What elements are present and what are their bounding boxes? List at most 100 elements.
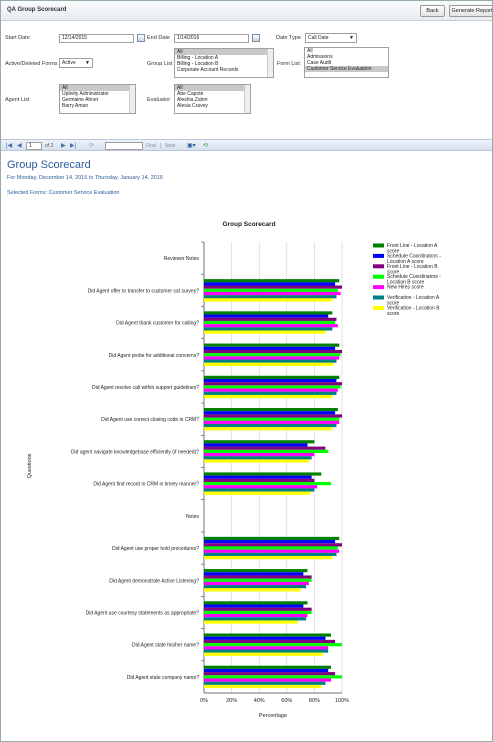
list-item[interactable]: Alesia Cravey	[177, 103, 208, 109]
bar	[204, 543, 342, 547]
list-item[interactable]: Corporate Account Records	[177, 67, 239, 73]
date-type-select[interactable]: Call Date ▼	[305, 33, 357, 43]
bar	[204, 485, 318, 489]
bar	[204, 349, 342, 354]
start-date-field[interactable]: 12/14/2015	[59, 34, 134, 43]
bar	[204, 452, 315, 457]
category-label: Notes	[186, 514, 200, 520]
bar	[204, 362, 334, 366]
category-label: Did Agent probe for additional concerns?	[109, 353, 200, 359]
bar	[204, 456, 312, 460]
list-item[interactable]: Aleshia Zahm	[177, 97, 208, 103]
bar	[204, 604, 304, 608]
find-input[interactable]	[105, 142, 143, 150]
bar	[204, 330, 326, 334]
find-link[interactable]: Find	[146, 143, 156, 149]
list-item[interactable]: Admissions	[307, 54, 333, 60]
next-link[interactable]: Next	[165, 143, 176, 149]
scrollbar[interactable]	[129, 85, 135, 113]
bar	[204, 375, 340, 379]
agent-list[interactable]: All Uptivity Administrator Germaine Ahne…	[59, 84, 136, 114]
group-list[interactable]: All Billing - Location A Billing - Locat…	[174, 48, 274, 78]
last-page-icon[interactable]: ▶|	[70, 143, 77, 149]
bar	[204, 572, 304, 576]
list-item[interactable]: Uptivity Administrator	[62, 91, 109, 97]
scrollbar[interactable]	[267, 49, 273, 77]
first-page-icon[interactable]: |◀	[6, 143, 13, 149]
bar	[204, 588, 301, 592]
list-item[interactable]: Customer Service Evaluation	[305, 66, 388, 72]
forms-value: Active	[62, 60, 76, 66]
date-type-label: Date Type	[276, 35, 301, 41]
page-number-input[interactable]: 1	[26, 142, 42, 150]
x-tick-label: 0%	[200, 698, 208, 704]
report-title: Group Scorecard	[7, 159, 91, 171]
bar	[204, 391, 337, 395]
list-item[interactable]: Abe Capote	[177, 91, 204, 97]
end-date-field[interactable]: 1/14/2016	[174, 34, 249, 43]
refresh-icon[interactable]: ⟳	[89, 143, 95, 149]
bar	[204, 446, 326, 450]
evaluator-label: Evaluator	[147, 97, 171, 103]
back-button[interactable]: Back	[420, 5, 445, 17]
page-count: of 2	[45, 143, 54, 149]
end-date-label: End Date	[147, 35, 170, 41]
bar	[204, 459, 309, 463]
bar	[204, 620, 298, 624]
forms-select[interactable]: Active ▼	[59, 58, 93, 68]
bar	[204, 324, 338, 328]
list-item[interactable]: Case Audit	[307, 60, 332, 66]
list-item[interactable]: Barry Aman	[62, 103, 89, 109]
bar	[204, 288, 338, 292]
bar	[204, 614, 308, 618]
legend-swatch	[373, 264, 384, 269]
list-item[interactable]: Billing - Location B	[177, 61, 219, 67]
legend-swatch	[373, 305, 384, 310]
scrollbar[interactable]	[244, 85, 250, 113]
title-bar: QA Group Scorecard Back Generate Report	[1, 1, 492, 21]
list-item[interactable]: Germaine Ahner	[62, 97, 99, 103]
list-item[interactable]: All	[307, 48, 313, 54]
bar	[204, 295, 337, 299]
form-list[interactable]: All Admissions Case Audit Customer Servi…	[304, 47, 389, 78]
start-date-calendar-icon[interactable]	[137, 34, 145, 42]
bar	[204, 491, 311, 495]
bar	[204, 488, 315, 492]
legend-label: Schedule Coordinators -Location A score	[387, 253, 441, 265]
category-label: Did Agent state company name?	[127, 675, 199, 681]
bar	[204, 472, 322, 476]
bar	[204, 291, 341, 296]
evaluator-list[interactable]: All Abe Capote Aleshia Zahm Alesia Crave…	[174, 84, 251, 114]
previous-page-icon[interactable]: ◀	[17, 143, 22, 149]
category-label: Did Agent thank customer for calling?	[116, 321, 199, 327]
bar	[204, 610, 312, 615]
export-icon[interactable]: ▣▾	[187, 143, 196, 149]
generate-report-button[interactable]: Generate Report	[449, 5, 492, 17]
bar	[204, 346, 336, 350]
category-label: Did Agent offer to transfer to customer …	[88, 288, 200, 294]
end-date-calendar-icon[interactable]	[252, 34, 260, 42]
bar	[204, 475, 312, 479]
bar	[204, 678, 331, 682]
list-item[interactable]: Billing - Location A	[177, 55, 219, 61]
x-tick-label: 80%	[309, 698, 320, 704]
bar	[204, 385, 341, 389]
form-list-label: Form List	[277, 61, 300, 67]
list-item[interactable]: All	[175, 49, 273, 55]
list-item[interactable]: All	[60, 85, 135, 91]
refresh-report-icon[interactable]: ⟲	[203, 143, 209, 149]
bar	[204, 427, 333, 431]
next-page-icon[interactable]: ▶	[61, 143, 66, 149]
bar	[204, 423, 337, 428]
date-type-value: Call Date	[308, 35, 329, 41]
bar	[204, 552, 337, 557]
bar	[204, 556, 333, 560]
group-list-label: Group List	[147, 61, 173, 67]
bar	[204, 411, 336, 415]
bar	[204, 581, 309, 586]
bar	[204, 282, 336, 286]
list-item[interactable]: All	[175, 85, 250, 91]
bar	[204, 649, 329, 653]
bar	[204, 585, 307, 589]
